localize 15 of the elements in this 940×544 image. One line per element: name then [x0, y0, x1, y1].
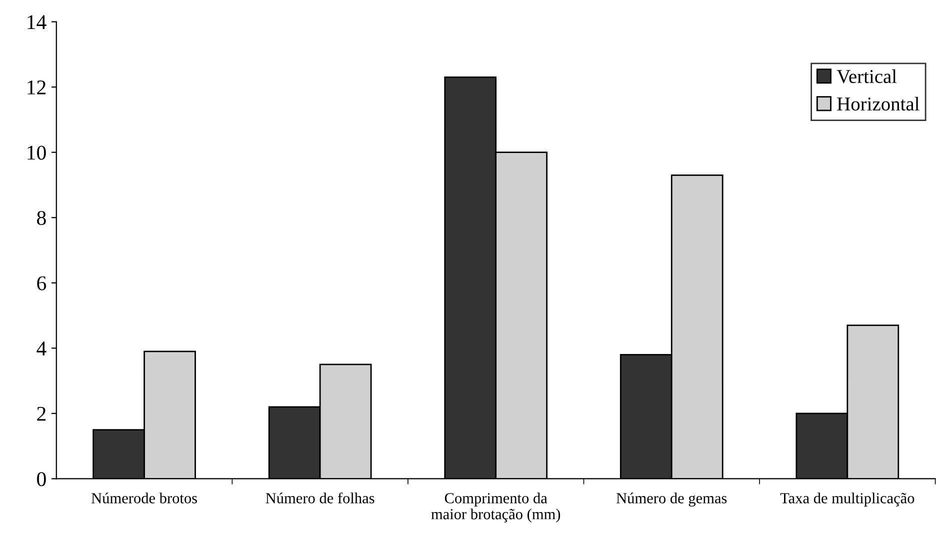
legend-label: Horizontal	[837, 96, 920, 111]
x-tick-label: Númerode brotos	[91, 492, 197, 504]
y-tick-label: 12	[28, 80, 46, 94]
x-tick-label: Taxa de multiplicação	[780, 492, 914, 506]
y-tick-label: 0	[37, 472, 46, 486]
y-tick-label: 10	[28, 146, 46, 160]
y-tick-label: 14	[28, 15, 46, 29]
x-tick-label: Número de gemas	[616, 492, 727, 507]
x-tick-label: Comprimento da maior brotação (mm)	[431, 492, 560, 522]
y-tick-label: 8	[37, 210, 46, 226]
y-tick-label: 4	[36, 342, 46, 356]
y-tick-label: 2	[37, 406, 46, 421]
y-tick-label: 6	[37, 276, 46, 290]
x-tick-label: Número de folhas	[266, 492, 374, 504]
legend-label: Vertical	[836, 69, 897, 84]
